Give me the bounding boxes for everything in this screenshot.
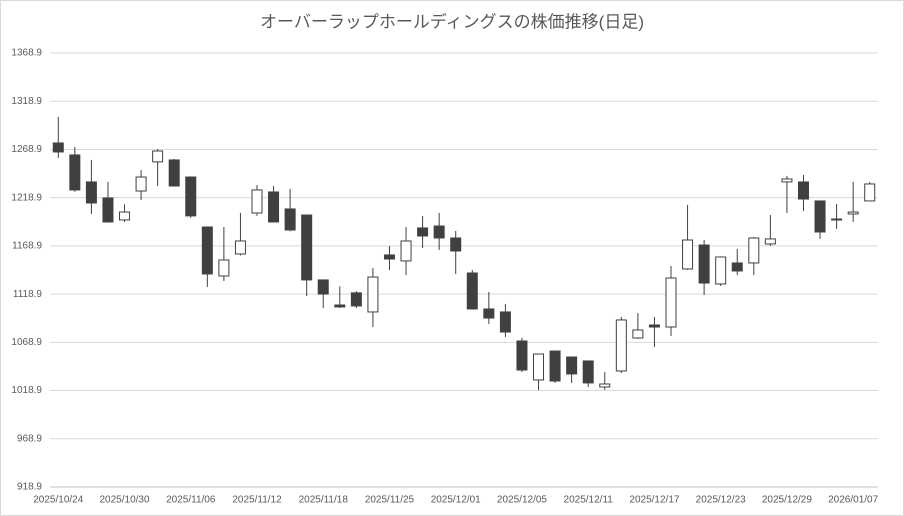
candle-body [119, 211, 131, 221]
candle-body [847, 211, 859, 215]
candle-body [466, 272, 478, 310]
y-tick-label: 968.9 [17, 433, 42, 444]
x-tick-label: 2025/12/17 [629, 495, 679, 506]
candle-body [102, 197, 114, 223]
x-tick-label: 2025/11/25 [365, 495, 415, 506]
candle-body [483, 308, 495, 319]
candle-body [516, 340, 528, 371]
candle-body [715, 256, 727, 285]
candle-body [698, 244, 710, 284]
y-tick-label: 1218.9 [11, 192, 42, 203]
candle-body [400, 240, 412, 262]
y-tick-label: 1068.9 [11, 337, 42, 348]
x-tick-label: 2026/01/07 [828, 495, 878, 506]
x-tick-label: 2025/12/29 [762, 495, 812, 506]
candle-body [748, 237, 760, 264]
candle-body [814, 200, 826, 233]
candle-body [632, 329, 644, 339]
candle-body [549, 350, 561, 382]
candle-body [69, 154, 81, 191]
y-tick-label: 1368.9 [11, 48, 42, 59]
candle-body [185, 176, 197, 217]
candle-body [152, 150, 164, 163]
candle-body [499, 311, 511, 333]
candle-body [582, 360, 594, 384]
candle-body [599, 383, 611, 388]
candle-body [334, 304, 346, 308]
candle-body [218, 259, 230, 277]
candle-body [234, 240, 246, 255]
candle-body [864, 183, 876, 202]
chart-title: オーバーラップホールディングスの株価推移(日足) [260, 11, 644, 31]
x-tick-label: 2025/12/05 [497, 495, 547, 506]
candle-body [85, 181, 97, 204]
y-tick-label: 1168.9 [12, 241, 42, 252]
candle-body [764, 238, 776, 245]
x-tick-label: 2025/11/12 [232, 495, 282, 506]
candle-body [781, 178, 793, 183]
candle-body [350, 292, 362, 307]
candle-body [433, 225, 445, 239]
candle-body [831, 218, 843, 221]
candle-body [797, 181, 809, 200]
y-tick-label: 918.9 [17, 482, 42, 493]
y-tick-label: 1118.9 [13, 289, 43, 300]
candle-body [284, 208, 296, 231]
candle-body [168, 159, 180, 187]
candle-body [301, 214, 313, 281]
x-tick-label: 2025/11/06 [166, 495, 216, 506]
candle-body [682, 239, 694, 270]
candle-body [533, 353, 545, 381]
candle-body [135, 176, 147, 192]
candle-body [648, 324, 660, 328]
x-tick-label: 2025/12/23 [696, 495, 746, 506]
candle-body [665, 277, 677, 328]
x-tick-label: 2025/12/01 [431, 495, 481, 506]
candle-body [383, 254, 395, 260]
candle-body [251, 189, 263, 214]
x-tick-label: 2025/11/18 [299, 495, 349, 506]
candle-body [268, 191, 280, 223]
candle-body [615, 319, 627, 372]
candle-body [201, 226, 213, 275]
candle-body [52, 142, 64, 153]
candle-body [450, 237, 462, 252]
candle-body [566, 356, 578, 375]
candle-body [367, 276, 379, 313]
x-tick-label: 2025/10/24 [33, 495, 83, 506]
candle-body [317, 279, 329, 295]
y-tick-label: 1318.9 [11, 96, 42, 107]
x-tick-label: 2025/10/30 [99, 495, 149, 506]
x-tick-label: 2025/12/11 [564, 495, 614, 506]
y-tick-label: 1268.9 [11, 144, 42, 155]
candle-body [417, 227, 429, 237]
candle-body [731, 262, 743, 272]
y-tick-label: 1018.9 [11, 385, 42, 396]
